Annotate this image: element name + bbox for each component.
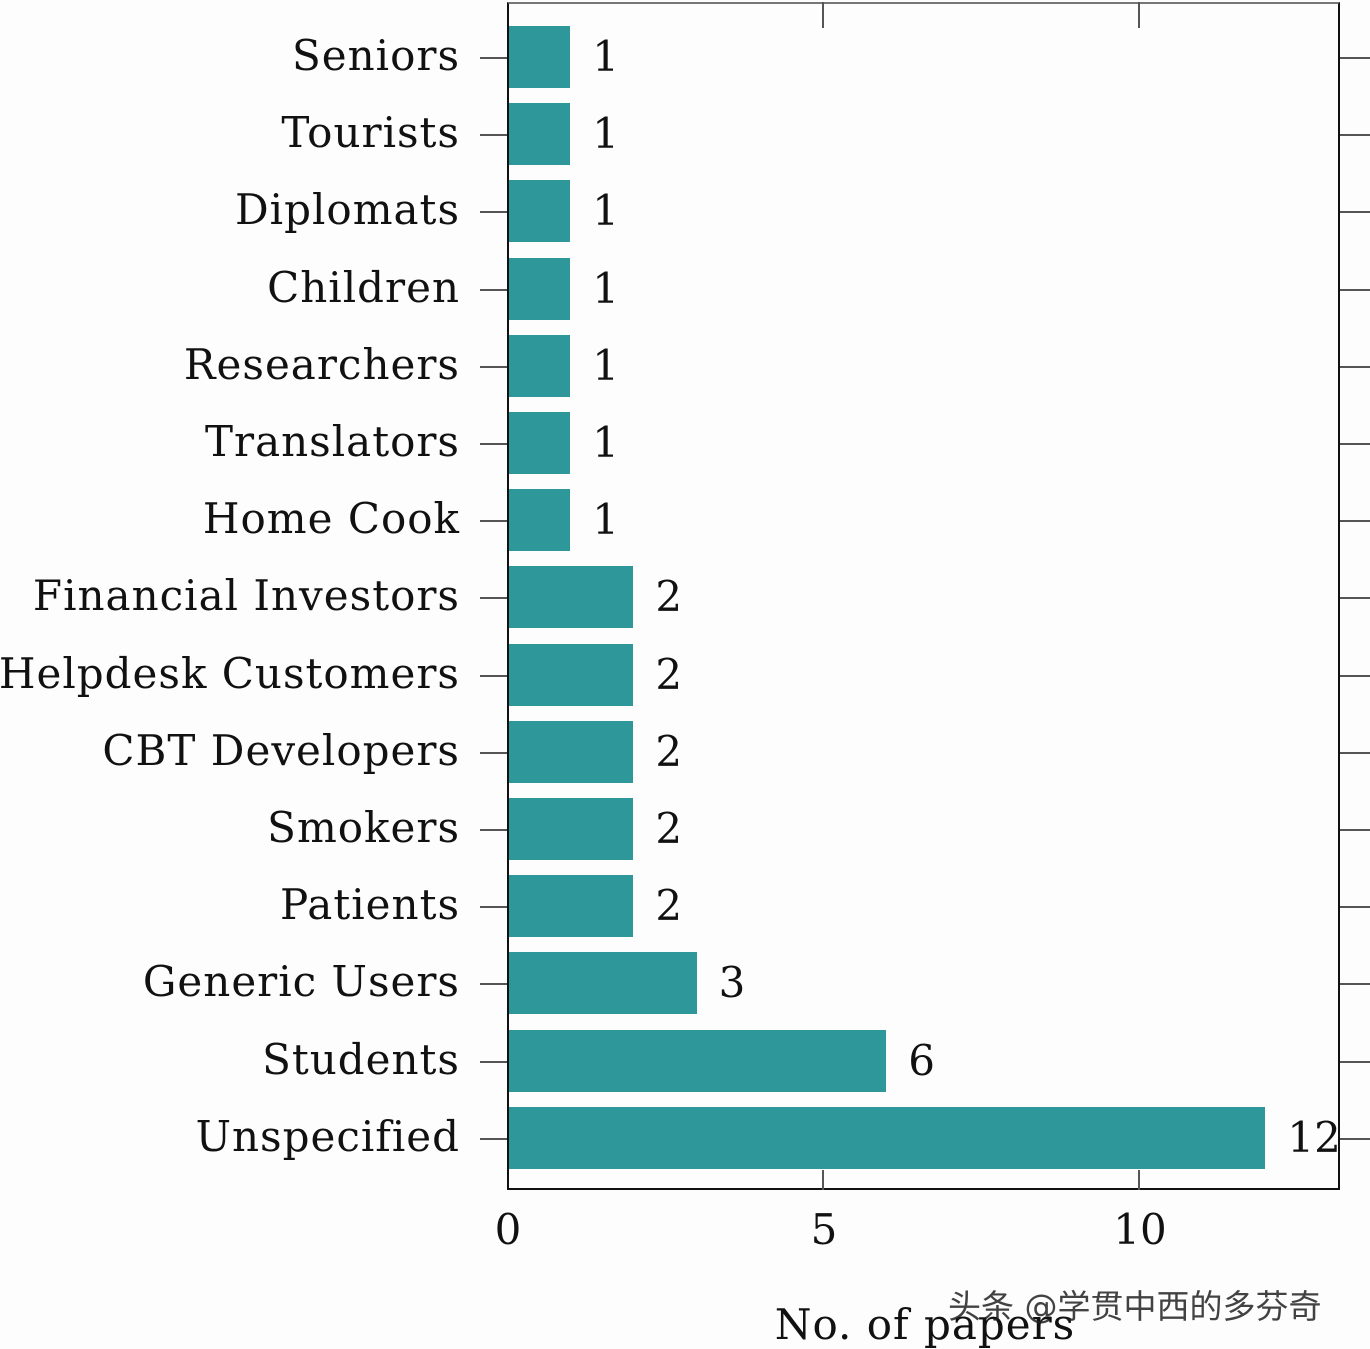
y-tick-right [1340,1137,1370,1140]
y-tick-right [1340,365,1370,368]
y-tick-left [480,134,507,137]
y-tick-left [480,520,507,523]
bar-value-label: 1 [592,263,619,313]
bar [509,720,634,783]
y-tick-right [1340,134,1370,137]
y-tick-left [480,288,507,291]
y-tick-left [480,597,507,600]
bar [509,1029,887,1092]
y-tick-label: Unspecified [195,1111,460,1161]
y-tick-label: Translators [204,417,460,466]
y-tick-label: Helpdesk Customers [0,648,460,698]
bar-value-label: 1 [592,186,619,236]
y-tick-right [1340,829,1370,831]
y-tick-label: Generic Users [142,957,460,1007]
y-tick-label: Home Cook [202,494,460,544]
bar [509,1106,1266,1169]
y-tick-right [1340,520,1370,523]
bar-value-label: 6 [908,1035,935,1085]
y-tick-label: Financial Investors [32,571,460,621]
y-tick-right [1340,983,1370,986]
bar-value-label: 2 [655,572,683,622]
x-axis-label: No. of papers [774,1300,1076,1349]
y-tick-left [480,1137,507,1140]
bar-value-label: 2 [655,726,683,776]
bar [509,566,634,629]
y-tick-right [1340,597,1370,600]
y-tick-right [1340,751,1370,754]
bar [509,412,571,474]
y-tick-label: Tourists [281,108,460,158]
y-tick-left [480,57,507,59]
y-tick-right [1340,443,1370,445]
y-tick-label: Seniors [291,31,460,80]
y-tick-label: CBT Developers [102,725,460,775]
x-tick-top [822,2,824,28]
y-tick-right [1340,288,1370,291]
bar-value-label: 1 [592,418,619,467]
y-tick-label: Children [267,262,460,312]
y-tick-left [480,674,507,677]
bar-value-label: 12 [1287,1112,1341,1162]
bar [509,798,634,860]
y-tick-left [480,983,507,986]
bar [509,103,571,166]
bar-value-label: 1 [592,340,619,390]
y-tick-label: Smokers [267,803,460,852]
x-tick-top [1138,2,1140,28]
y-tick-right [1340,1060,1370,1063]
y-tick-left [480,906,507,909]
y-tick-left [480,443,507,445]
y-tick-right [1340,57,1370,59]
bar [509,26,571,88]
y-tick-left [480,751,507,754]
y-tick-label: Diplomats [234,185,460,235]
bar-value-label: 2 [655,804,683,853]
y-tick-right [1340,906,1370,909]
x-tick-label-5: 5 [810,1205,838,1254]
y-tick-left [480,829,507,831]
bar [509,643,634,706]
y-tick-left [480,211,507,214]
bar [509,334,571,397]
bar [509,180,571,243]
x-tick-label-0: 0 [494,1205,522,1254]
y-tick-label: Students [262,1034,460,1084]
y-tick-label: Researchers [183,339,460,389]
bar-value-label: 1 [592,32,619,81]
x-tick-bottom [1138,1170,1140,1190]
bar-value-label: 1 [592,109,619,159]
bar-value-label: 1 [592,495,619,545]
bar-value-label: 2 [655,649,683,699]
bar [509,257,571,320]
y-tick-left [480,365,507,368]
bar-value-label: 3 [718,958,746,1008]
bar-value-label: 2 [655,881,683,931]
y-tick-right [1340,211,1370,214]
y-tick-right [1340,674,1370,677]
y-tick-left [480,1060,507,1063]
bar [509,489,571,552]
bar [509,875,634,938]
y-tick-label: Patients [279,880,460,930]
x-tick-bottom [822,1170,824,1190]
watermark: 头条 @学贯中西的多芬奇 [948,1287,1322,1326]
bar [509,952,697,1015]
x-tick-label-10: 10 [1113,1205,1167,1254]
